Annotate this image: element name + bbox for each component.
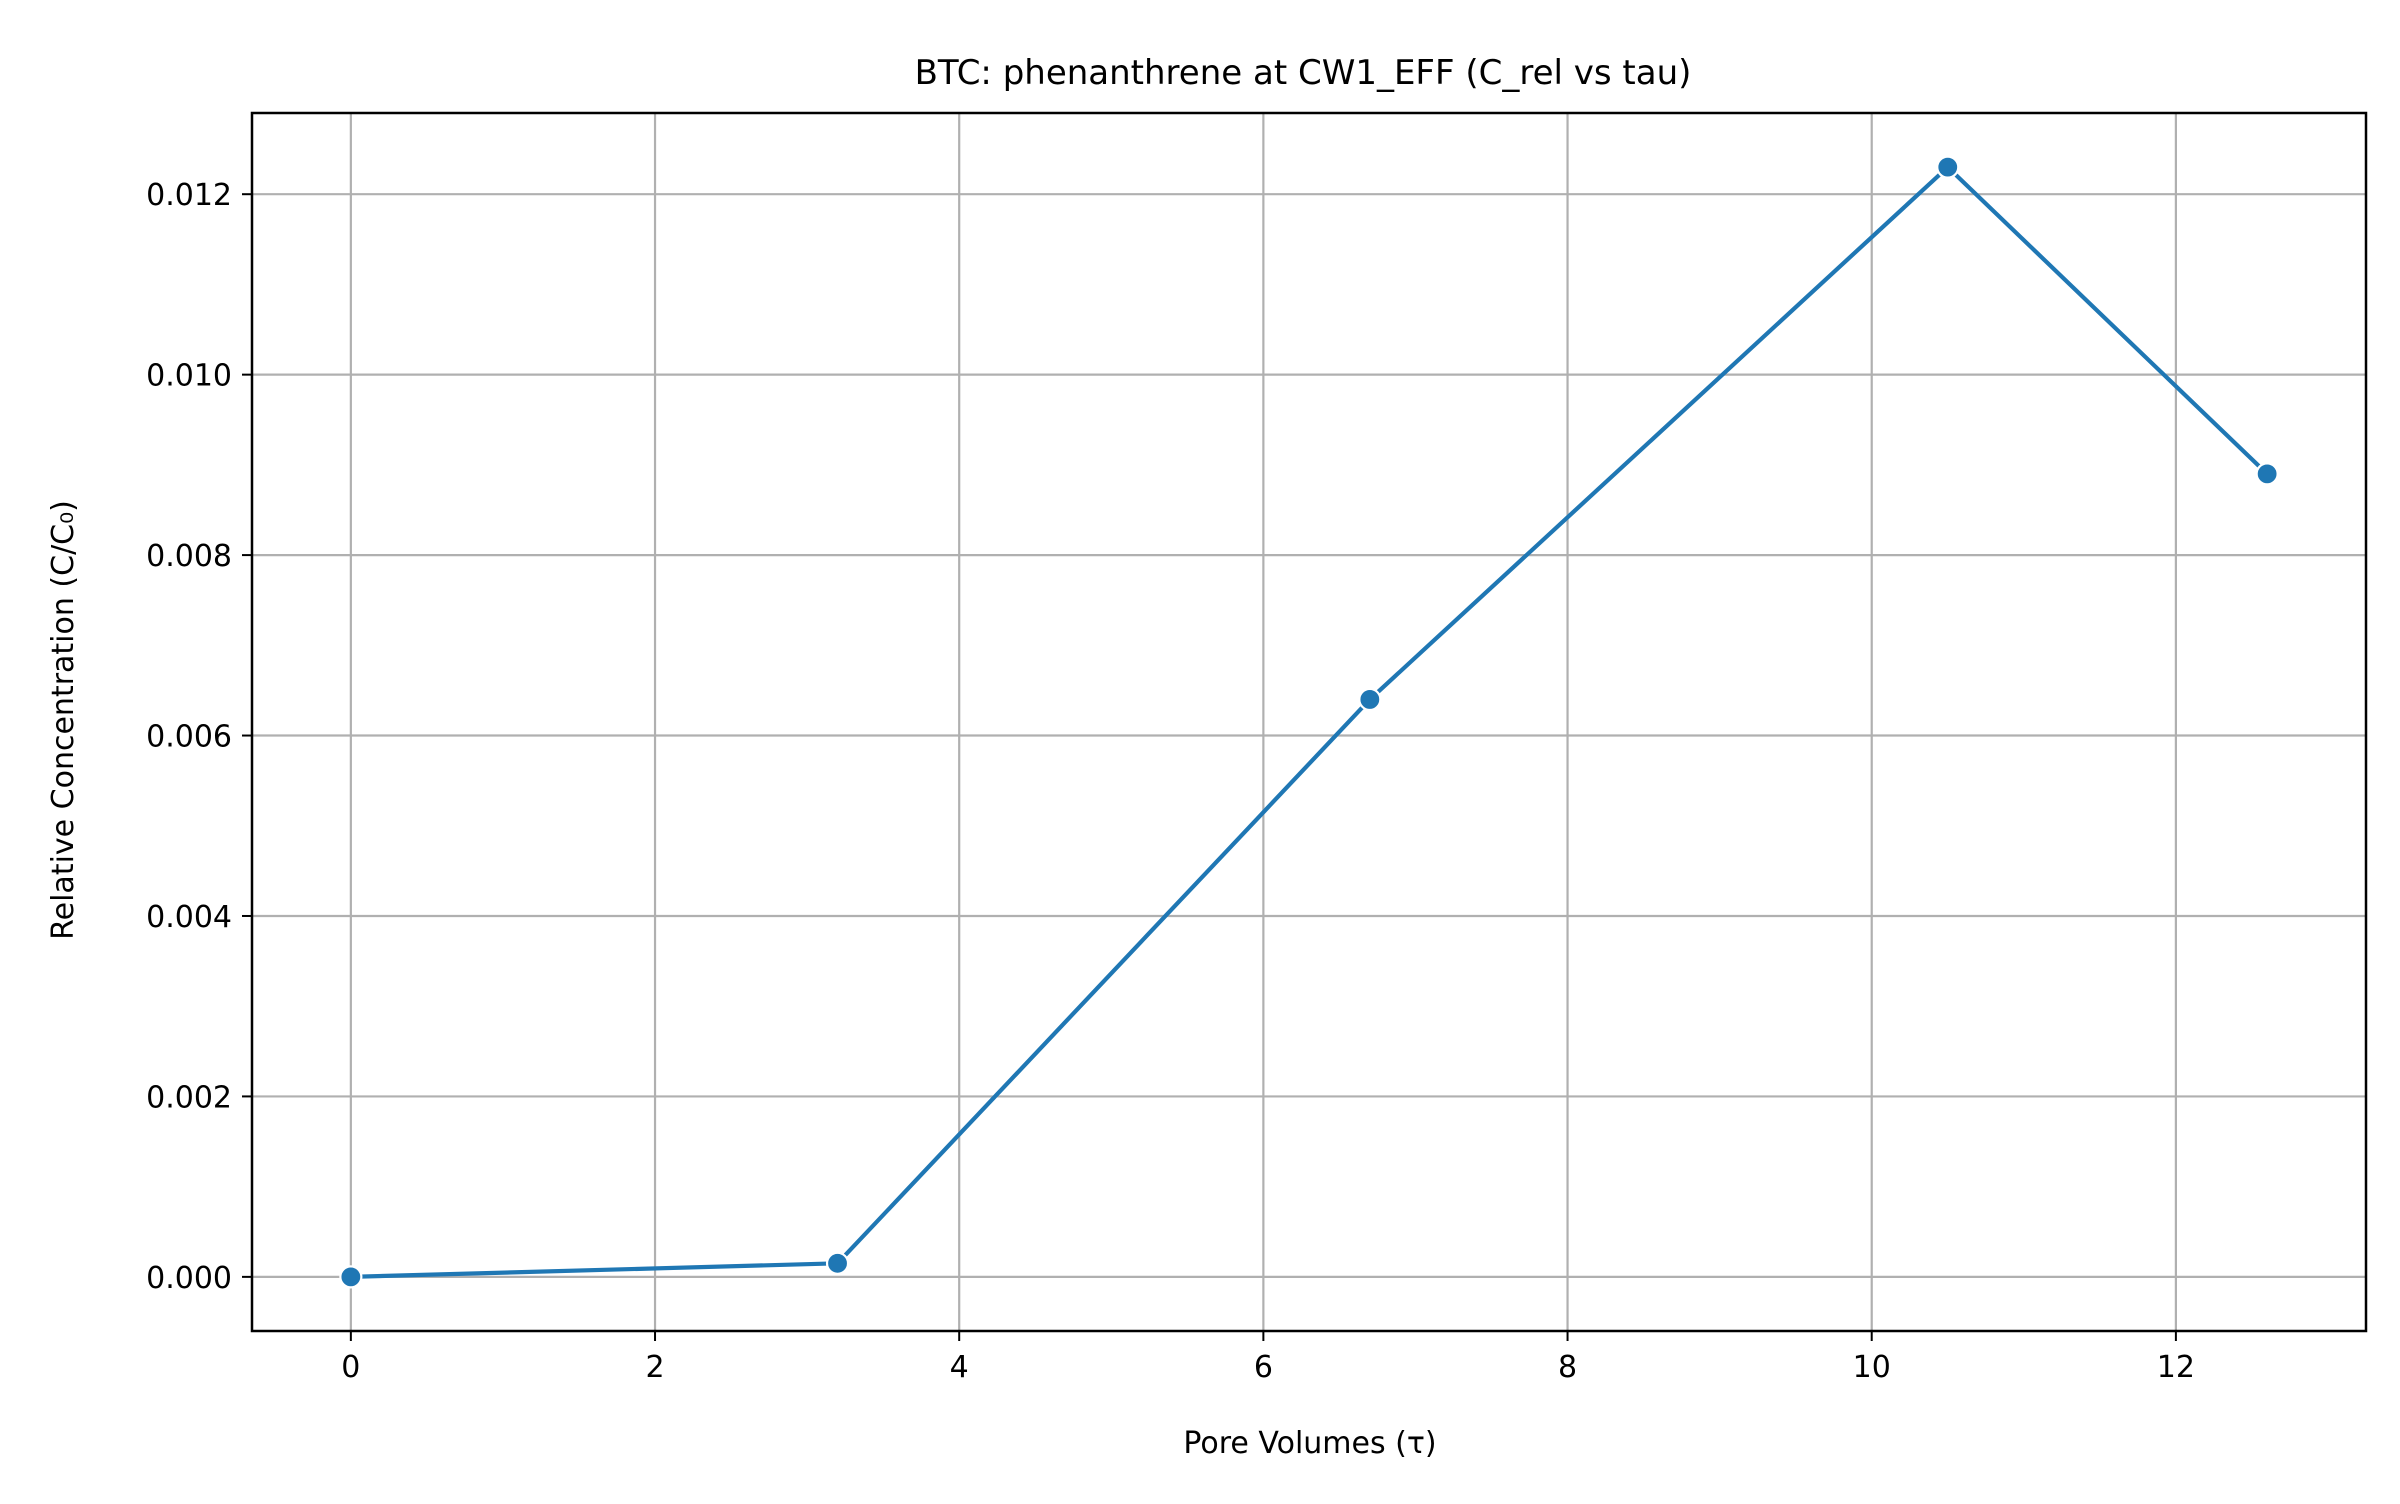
grid-layer bbox=[252, 113, 2366, 1331]
x-tick-label: 10 bbox=[1853, 1350, 1891, 1385]
data-point bbox=[1358, 687, 1382, 712]
x-tick-label: 6 bbox=[1254, 1350, 1273, 1385]
x-tick-label: 12 bbox=[2157, 1350, 2195, 1385]
data-point bbox=[2255, 462, 2279, 486]
y-tick-label: 0.002 bbox=[146, 1080, 232, 1115]
y-axis-label: Relative Concentration (C/C₀) bbox=[46, 500, 81, 940]
plot-frame bbox=[250, 111, 2368, 1333]
x-axis-label: Pore Volumes (τ) bbox=[1183, 1426, 1436, 1461]
y-tick-label: 0.006 bbox=[146, 720, 232, 755]
x-tick-label: 0 bbox=[341, 1350, 360, 1385]
y-tick-label: 0.004 bbox=[146, 900, 232, 935]
x-tick-label: 4 bbox=[950, 1350, 969, 1385]
x-tick-label: 8 bbox=[1558, 1350, 1577, 1385]
series-layer bbox=[339, 155, 2279, 1289]
x-tick-label: 2 bbox=[645, 1350, 664, 1385]
data-point bbox=[825, 1251, 850, 1275]
y-tick-label: 0.012 bbox=[146, 178, 232, 213]
tick-layer: 0 2 4 6 8 10 12 0.000 0.002 0.004 0.006 0.008 0.010 0… bbox=[146, 178, 2195, 1385]
data-point bbox=[339, 1265, 363, 1289]
y-tick-label: 0.000 bbox=[146, 1261, 232, 1296]
y-tick-label: 0.010 bbox=[146, 359, 232, 394]
data-point bbox=[1936, 155, 1960, 179]
chart-title: BTC: phenanthrene at CW1_EFF (C_rel vs t… bbox=[915, 53, 1692, 93]
y-tick-label: 0.008 bbox=[146, 539, 232, 574]
